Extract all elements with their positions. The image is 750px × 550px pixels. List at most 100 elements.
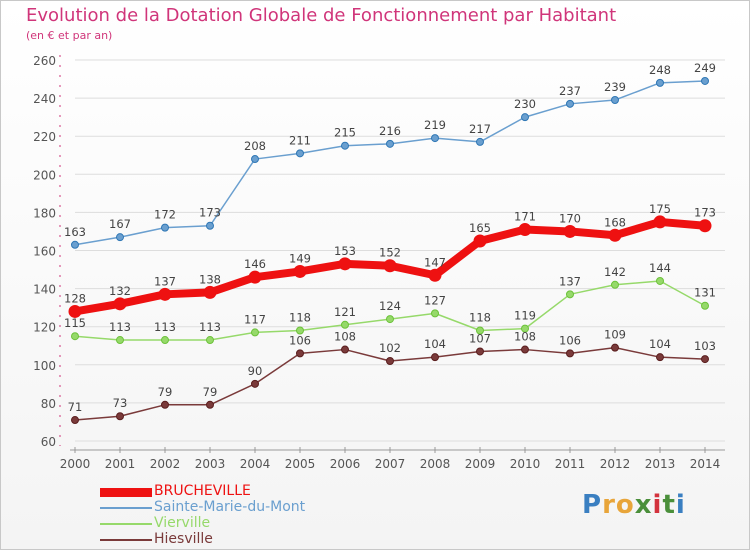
data-label: 149	[289, 251, 311, 265]
data-point	[296, 149, 304, 158]
data-label: 171	[514, 210, 536, 224]
data-point	[521, 345, 529, 354]
data-label: 237	[559, 84, 581, 98]
data-point	[293, 264, 307, 278]
data-label: 144	[649, 261, 671, 275]
data-label: 216	[379, 124, 401, 138]
y-tick-label: 240	[33, 92, 56, 106]
data-label: 108	[514, 330, 536, 344]
data-point	[431, 309, 439, 318]
y-tick-label: 60	[41, 435, 56, 449]
data-point	[656, 276, 664, 285]
data-label: 113	[199, 320, 221, 334]
data-point	[248, 270, 262, 284]
data-point	[206, 221, 214, 230]
data-point	[383, 259, 397, 273]
data-point	[476, 326, 484, 335]
chart-title: Evolution de la Dotation Globale de Fonc…	[26, 5, 617, 26]
data-label: 115	[64, 316, 86, 330]
data-point	[206, 336, 214, 345]
data-label: 230	[514, 97, 536, 111]
chart-subtitle: (en € et par an)	[26, 29, 113, 42]
data-point	[296, 326, 304, 335]
data-point	[386, 139, 394, 148]
data-point	[203, 285, 217, 299]
data-point	[566, 290, 574, 299]
data-label: 131	[694, 286, 716, 300]
data-point	[473, 234, 487, 248]
data-point	[431, 134, 439, 143]
data-point	[158, 287, 172, 301]
data-point	[611, 280, 619, 289]
data-point	[698, 219, 712, 233]
y-tick-label: 140	[33, 283, 56, 297]
data-point	[68, 304, 82, 318]
data-point	[251, 328, 259, 337]
data-label: 127	[424, 293, 446, 307]
data-label: 79	[158, 385, 173, 399]
data-point	[521, 113, 529, 122]
y-tick-label: 200	[33, 168, 56, 182]
data-point	[611, 96, 619, 105]
x-tick-label: 2005	[285, 457, 316, 471]
data-label: 119	[514, 309, 536, 323]
data-label: 152	[379, 246, 401, 260]
data-label: 211	[289, 133, 311, 147]
data-label: 109	[604, 328, 626, 342]
x-tick-label: 2014	[690, 457, 721, 471]
data-point	[71, 332, 79, 341]
x-tick-label: 2011	[555, 457, 586, 471]
data-label: 208	[244, 139, 266, 153]
data-point	[251, 155, 259, 164]
proxiti-logo: Proxiti	[582, 490, 686, 520]
data-point	[116, 233, 124, 242]
data-label: 165	[469, 221, 491, 235]
data-label: 102	[379, 341, 401, 355]
data-point	[251, 379, 259, 388]
data-point	[701, 301, 709, 310]
data-label: 104	[424, 337, 446, 351]
x-tick-label: 2000	[60, 457, 91, 471]
data-label: 248	[649, 63, 671, 77]
legend-label: BRUCHEVILLE	[154, 483, 251, 499]
x-tick-label: 2009	[465, 457, 496, 471]
data-point	[341, 345, 349, 354]
data-label: 71	[68, 400, 83, 414]
data-label: 90	[248, 364, 263, 378]
legend-swatch	[100, 539, 152, 541]
data-label: 118	[469, 311, 491, 325]
data-label: 163	[64, 225, 86, 239]
data-point	[113, 297, 127, 311]
x-tick-label: 2006	[330, 457, 361, 471]
data-point	[701, 355, 709, 364]
data-label: 128	[64, 291, 86, 305]
data-point	[428, 268, 442, 282]
data-point	[476, 137, 484, 146]
data-label: 124	[379, 299, 401, 313]
y-tick-label: 260	[33, 54, 56, 68]
data-point	[431, 353, 439, 362]
data-point	[161, 223, 169, 232]
x-tick-label: 2012	[600, 457, 631, 471]
data-point	[701, 76, 709, 85]
legend-swatch	[100, 507, 152, 509]
x-tick-label: 2004	[240, 457, 271, 471]
data-label: 121	[334, 305, 356, 319]
data-point	[563, 224, 577, 238]
data-point	[566, 99, 574, 108]
data-label: 175	[649, 202, 671, 216]
data-point	[611, 343, 619, 352]
data-label: 79	[203, 385, 218, 399]
data-point	[608, 228, 622, 242]
data-label: 167	[109, 217, 131, 231]
data-point	[341, 141, 349, 150]
data-label: 106	[559, 333, 581, 347]
data-label: 107	[469, 331, 491, 345]
data-label: 173	[694, 206, 716, 220]
legend-swatch	[100, 487, 152, 497]
data-point	[656, 78, 664, 87]
y-tick-label: 100	[33, 359, 56, 373]
data-point	[161, 336, 169, 345]
